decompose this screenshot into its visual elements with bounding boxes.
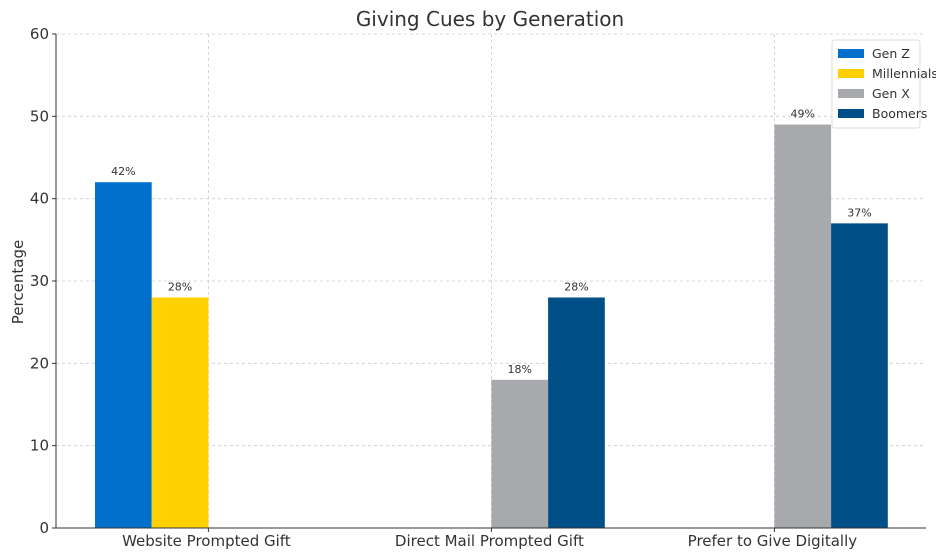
legend-swatch — [838, 89, 864, 98]
legend-swatch — [838, 49, 864, 58]
y-tick-label: 40 — [30, 190, 49, 208]
legend-box — [831, 39, 921, 129]
legend-swatch — [838, 69, 864, 78]
x-tick-label: Direct Mail Prompted Gift — [395, 532, 584, 550]
legend: Gen Z Millennials Gen X Boomers — [831, 39, 936, 129]
legend-entry: Gen Z — [872, 46, 910, 61]
bar-data-label: 28% — [168, 280, 192, 293]
bar — [548, 297, 605, 528]
bar-data-label: 18% — [508, 363, 532, 376]
y-tick-label: 60 — [30, 25, 49, 43]
y-axis-label: Percentage — [9, 240, 27, 324]
y-tick-label: 0 — [39, 519, 49, 537]
y-tick-label: 30 — [30, 272, 49, 290]
bar — [95, 182, 152, 528]
data-labels: 42% 28% 18% 49% 28% 37% — [111, 108, 872, 376]
bar-data-label: 28% — [564, 280, 588, 293]
y-tick-label: 50 — [30, 107, 49, 125]
bar — [774, 124, 832, 529]
bars — [95, 124, 888, 529]
y-tick-label: 20 — [30, 354, 49, 372]
legend-swatch — [838, 109, 864, 118]
x-tick-label: Prefer to Give Digitally — [688, 532, 858, 550]
x-tick-label: Website Prompted Gift — [122, 532, 291, 550]
legend-entry: Gen X — [872, 86, 910, 101]
axes: 0 10 20 30 40 50 60 Website Prompted Gift Direct… — [30, 25, 926, 550]
chart-title: Giving Cues by Generation — [356, 7, 624, 31]
bar-data-label: 42% — [111, 165, 135, 178]
bar-data-label: 37% — [847, 206, 871, 219]
bar — [831, 223, 888, 528]
bar — [491, 379, 549, 528]
bar-data-label: 49% — [791, 108, 815, 121]
legend-entry: Boomers — [872, 106, 927, 121]
y-tick-label: 10 — [30, 437, 49, 455]
bar — [151, 297, 209, 528]
legend-entry: Millennials — [872, 66, 936, 81]
